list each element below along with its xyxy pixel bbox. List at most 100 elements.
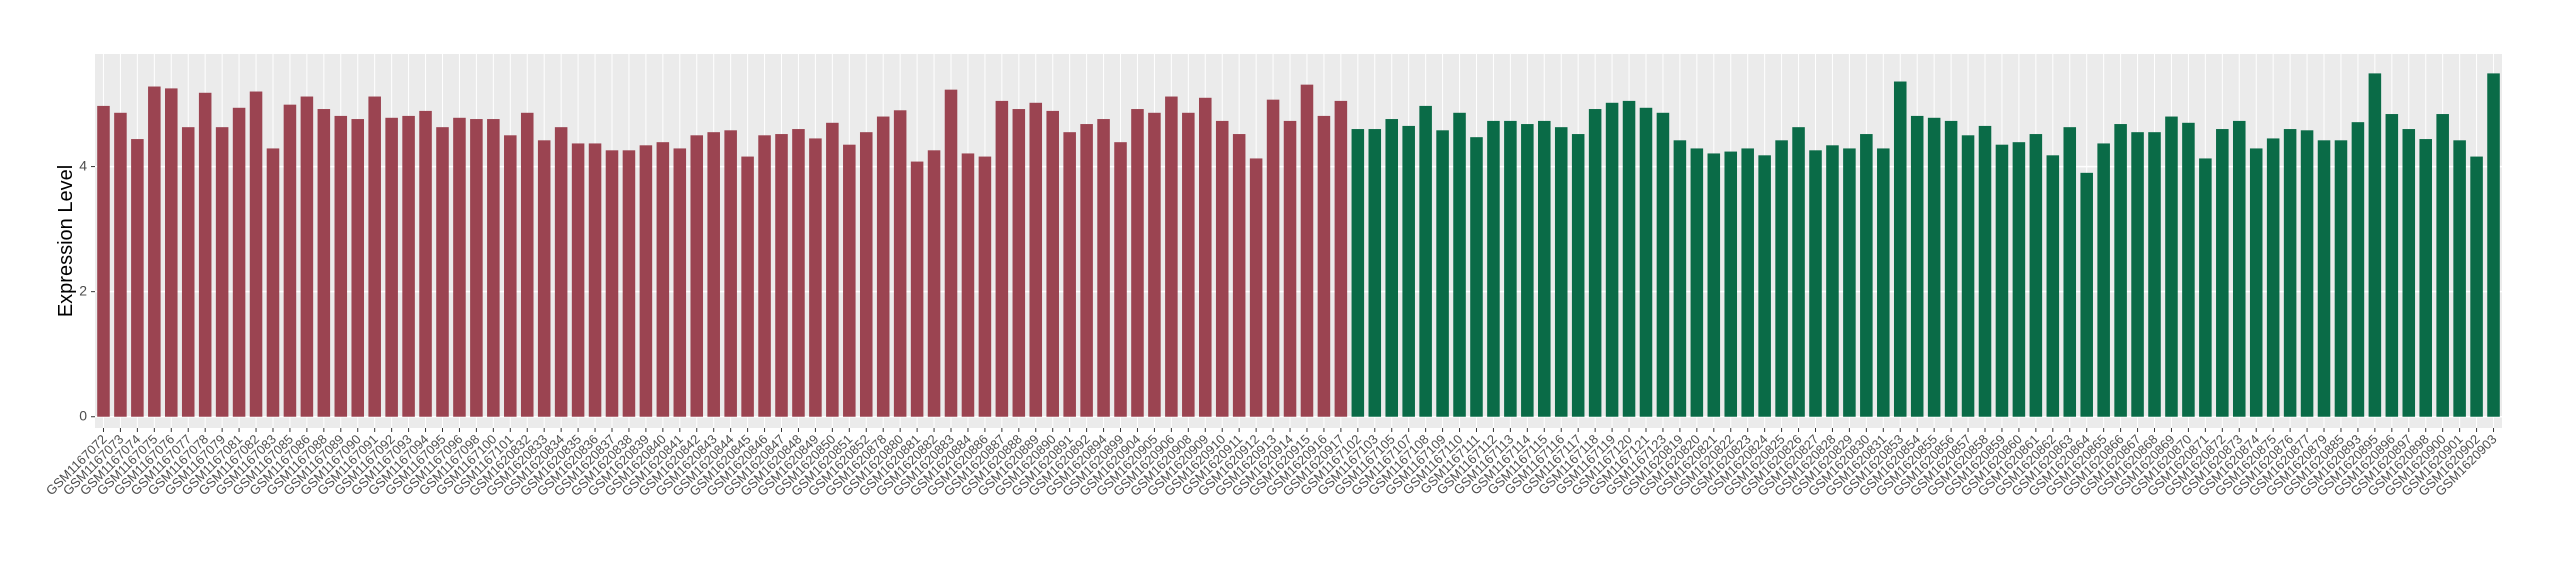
bar — [402, 115, 415, 417]
bar — [2470, 156, 2483, 417]
bar — [1571, 134, 1585, 417]
bar — [724, 130, 737, 417]
bar — [775, 134, 788, 417]
bar — [1097, 119, 1110, 417]
bar — [2266, 138, 2280, 417]
bar — [334, 115, 348, 417]
bar — [1283, 120, 1297, 417]
bar — [2216, 129, 2229, 417]
bar — [758, 135, 771, 417]
bar — [2063, 127, 2077, 417]
bar — [1182, 112, 1195, 417]
bar — [1538, 120, 1551, 417]
bar — [2419, 139, 2432, 417]
bar — [826, 122, 839, 417]
bar — [1249, 158, 1263, 417]
bar — [1402, 125, 1415, 417]
bar — [317, 109, 331, 417]
bar — [131, 139, 144, 417]
bar — [2165, 116, 2178, 417]
bar — [944, 89, 958, 417]
bar — [1029, 102, 1043, 417]
bar — [2436, 114, 2449, 417]
bar — [1995, 144, 2009, 417]
bar — [1826, 145, 1839, 417]
bar — [554, 127, 568, 417]
bar — [995, 100, 1009, 417]
bar — [741, 156, 754, 417]
y-tick-label: 0 — [79, 407, 87, 423]
bar — [1707, 153, 1721, 417]
bar — [2334, 140, 2348, 417]
bar — [1487, 120, 1500, 417]
y-tick-label: 2 — [79, 282, 87, 298]
bar — [1724, 151, 1738, 417]
bar — [2317, 140, 2331, 417]
bar — [1232, 134, 1246, 417]
bar — [436, 127, 449, 417]
bar — [2232, 120, 2246, 417]
bar — [2402, 129, 2416, 417]
bar — [1436, 130, 1449, 417]
bar — [1605, 102, 1619, 417]
bar — [2080, 172, 2093, 417]
bar — [673, 148, 687, 417]
bar — [2249, 148, 2263, 417]
bar — [283, 104, 297, 417]
bar — [1673, 140, 1687, 417]
bar — [1300, 84, 1314, 417]
bar — [809, 138, 822, 417]
bar — [1910, 115, 1924, 417]
bar — [707, 132, 720, 417]
bar — [2046, 155, 2060, 417]
bar — [470, 119, 483, 417]
bar — [2351, 122, 2365, 417]
bar — [876, 116, 890, 417]
bar — [2012, 142, 2026, 417]
bar — [859, 132, 873, 417]
bar — [588, 143, 602, 417]
bar — [690, 135, 704, 417]
bar — [1656, 112, 1670, 417]
bar — [165, 88, 178, 417]
bar — [1554, 127, 1568, 417]
bar — [453, 117, 466, 417]
y-axis-title: Expression Level — [55, 165, 77, 317]
bar — [1046, 110, 1059, 417]
bar — [2097, 143, 2110, 417]
bar — [537, 140, 551, 417]
bar — [266, 148, 280, 417]
bar — [2487, 73, 2500, 417]
bar — [351, 119, 365, 417]
bar — [1741, 148, 1754, 417]
bar — [1792, 127, 1805, 417]
bar — [1385, 119, 1399, 417]
bar — [1419, 105, 1432, 417]
bar — [300, 96, 314, 417]
bar — [2131, 132, 2144, 417]
bar — [1622, 100, 1636, 417]
bar — [639, 145, 653, 417]
bar — [1114, 142, 1127, 417]
bar — [198, 92, 212, 417]
bar — [961, 153, 975, 417]
bar — [2148, 132, 2161, 417]
bar — [419, 110, 432, 417]
bar — [910, 161, 924, 417]
bar — [1148, 112, 1161, 417]
bar — [2300, 130, 2314, 417]
bar — [1368, 129, 1382, 417]
bar — [2114, 124, 2127, 417]
bar — [1843, 148, 1856, 417]
bar — [1588, 109, 1602, 417]
bar — [1063, 132, 1076, 417]
bar — [181, 127, 195, 417]
bar — [1266, 99, 1280, 417]
bar — [148, 86, 161, 417]
y-tick-label: 4 — [79, 157, 87, 173]
bar — [1893, 81, 1907, 417]
bar — [843, 144, 856, 417]
bar — [2368, 73, 2382, 417]
